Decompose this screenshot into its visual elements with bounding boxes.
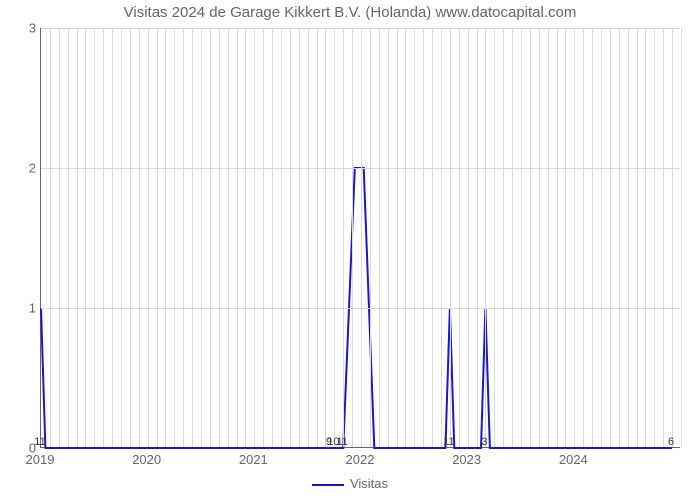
gridline-vertical [459,28,460,447]
gridline-vertical [663,28,664,447]
x-tick-label: 2023 [452,452,481,467]
gridline-vertical [574,28,575,447]
y-tick-label: 2 [6,161,36,176]
gridline-vertical [539,28,540,447]
y-tick-label: 3 [6,21,36,36]
gridline-vertical [68,28,69,447]
gridline-vertical [619,28,620,447]
gridline-vertical [583,28,584,447]
y-tick-label: 1 [6,301,36,316]
gridline-vertical [565,28,566,447]
gridline-vertical [494,28,495,447]
gridline-vertical [610,28,611,447]
gridline-vertical [334,28,335,447]
gridline-vertical [77,28,78,447]
gridline-vertical [290,28,291,447]
gridline-vertical [681,28,682,447]
gridline-vertical [50,28,51,447]
gridline-vertical [139,28,140,447]
gridline-vertical [503,28,504,447]
gridline-vertical [237,28,238,447]
gridline-vertical [388,28,389,447]
gridline-vertical [165,28,166,447]
legend: Visitas [0,476,700,491]
gridline-vertical [130,28,131,447]
gridline-vertical [103,28,104,447]
gridline-vertical [592,28,593,447]
gridline-vertical [654,28,655,447]
gridline-horizontal [41,308,680,309]
gridline-vertical [450,28,451,447]
gridline-vertical [379,28,380,447]
gridline-vertical [157,28,158,447]
gridline-vertical [112,28,113,447]
gridline-vertical [477,28,478,447]
gridline-vertical [308,28,309,447]
gridline-vertical [254,28,255,447]
data-point-label: 3 [481,436,487,448]
gridline-vertical [94,28,95,447]
gridline-vertical [361,28,362,447]
gridline-vertical [281,28,282,447]
gridline-vertical [441,28,442,447]
gridline-vertical [370,28,371,447]
gridline-vertical [263,28,264,447]
plot-area [40,28,680,448]
gridline-vertical [485,28,486,447]
gridline-vertical [628,28,629,447]
gridline-vertical [183,28,184,447]
gridline-vertical [352,28,353,447]
gridline-vertical [85,28,86,447]
gridline-vertical [645,28,646,447]
legend-swatch [312,484,344,486]
gridline-vertical [414,28,415,447]
gridline-vertical [405,28,406,447]
chart-title: Visitas 2024 de Garage Kikkert B.V. (Hol… [0,4,700,21]
gridline-vertical [548,28,549,447]
gridline-vertical [672,28,673,447]
gridline-vertical [601,28,602,447]
gridline-vertical [343,28,344,447]
gridline-vertical [512,28,513,447]
gridline-vertical [228,28,229,447]
gridline-horizontal [41,168,680,169]
x-tick-label: 2022 [346,452,375,467]
x-tick-label: 2019 [26,452,55,467]
gridline-horizontal [41,28,680,29]
gridline-vertical [210,28,211,447]
gridline-vertical [468,28,469,447]
x-tick-label: 2024 [559,452,588,467]
gridline-vertical [148,28,149,447]
gridline-vertical [201,28,202,447]
gridline-vertical [59,28,60,447]
gridline-vertical [192,28,193,447]
gridline-vertical [423,28,424,447]
data-point-label: 11 [34,436,45,448]
data-point-label: 6 [668,436,674,448]
gridline-vertical [219,28,220,447]
gridline-vertical [299,28,300,447]
legend-label: Visitas [350,476,388,491]
gridline-vertical [432,28,433,447]
gridline-vertical [557,28,558,447]
gridline-vertical [521,28,522,447]
data-point-label: 11 [443,436,454,448]
x-tick-label: 2020 [132,452,161,467]
gridline-vertical [637,28,638,447]
gridline-vertical [174,28,175,447]
gridline-vertical [325,28,326,447]
data-point-label: 11 [337,436,348,448]
gridline-vertical [530,28,531,447]
gridline-vertical [317,28,318,447]
gridline-vertical [272,28,273,447]
gridline-vertical [245,28,246,447]
gridline-vertical [397,28,398,447]
gridline-vertical [121,28,122,447]
x-tick-label: 2021 [239,452,268,467]
